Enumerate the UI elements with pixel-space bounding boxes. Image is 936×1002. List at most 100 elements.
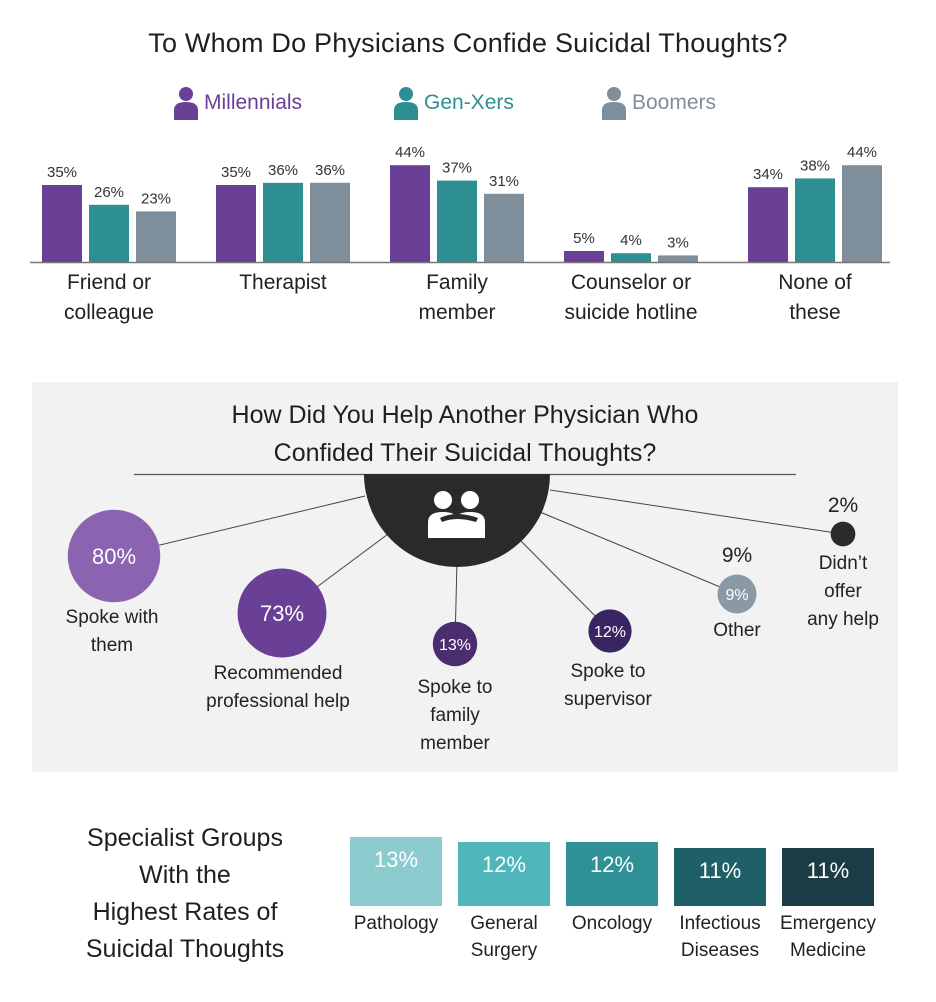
person-icon bbox=[602, 87, 626, 120]
bar-boomers-4 bbox=[842, 165, 882, 262]
bar-value-label: 31% bbox=[489, 173, 519, 190]
specialist-category-label: Infectious Diseases bbox=[660, 910, 780, 964]
bar-value-label: 36% bbox=[268, 162, 298, 179]
person-icon bbox=[394, 87, 418, 120]
bubble-label-line: any help bbox=[807, 609, 879, 630]
category-label-line: suicide hotline bbox=[564, 301, 698, 324]
bar-value-label: 23% bbox=[141, 190, 171, 207]
category-label: Family member bbox=[367, 268, 547, 328]
bar-boomers-1 bbox=[310, 182, 350, 262]
bar-value-label: 35% bbox=[221, 164, 251, 181]
specialist-category-line: Surgery bbox=[470, 940, 538, 961]
legend-label-millennials: Millennials bbox=[204, 91, 303, 114]
specialist-category-line: Oncology bbox=[571, 913, 653, 934]
specialist-category-line: Emergency bbox=[779, 913, 877, 934]
category-label-line: member bbox=[418, 301, 496, 324]
bar-value-label: 35% bbox=[47, 164, 77, 181]
specialist-bar-value: 13% bbox=[373, 847, 419, 873]
bar-gen-xers-3 bbox=[611, 253, 651, 262]
specialist-category-label: Pathology bbox=[336, 910, 456, 937]
specialist-title-line: With the bbox=[139, 861, 231, 889]
bubble-label-line: family bbox=[430, 705, 480, 726]
bubble-label: Didn’t offer any help bbox=[743, 550, 936, 634]
category-label: Counselor or suicide hotline bbox=[541, 268, 721, 328]
bar-boomers-3 bbox=[658, 255, 698, 262]
bar-millennials-2 bbox=[390, 165, 430, 262]
bar-millennials-0 bbox=[42, 185, 82, 262]
person-icon bbox=[174, 87, 198, 120]
bubble-label-line: Other bbox=[713, 620, 761, 641]
confide-bar-chart: 35% 26% 23% 35% 36% 36% 44% 37% 31% 5% 4% 3% 34% 38% 4… bbox=[30, 144, 890, 264]
bubble-label-line: professional help bbox=[206, 691, 350, 712]
bar-value-label: 36% bbox=[315, 162, 345, 179]
bubble-label-line: offer bbox=[824, 581, 862, 602]
specialist-category-line: Pathology bbox=[353, 913, 439, 934]
specialist-category-label: Emergency Medicine bbox=[768, 910, 888, 964]
specialist-bar: 12% bbox=[566, 842, 658, 906]
bar-value-label: 3% bbox=[667, 234, 689, 251]
chart-title-confide: To Whom Do Physicians Confide Suicidal T… bbox=[148, 28, 788, 58]
bar-gen-xers-4 bbox=[795, 178, 835, 262]
specialist-category-label: General Surgery bbox=[444, 910, 564, 964]
specialist-category-line: Diseases bbox=[680, 940, 760, 961]
category-label-line: Counselor or bbox=[570, 271, 692, 294]
bubble-value-label: 2% bbox=[827, 494, 859, 517]
category-label: Friend or colleague bbox=[19, 268, 199, 328]
bar-millennials-3 bbox=[564, 251, 604, 262]
bar-millennials-4 bbox=[748, 187, 788, 262]
bubble-label-line: Didn’t bbox=[818, 553, 868, 574]
bubble-label-line: member bbox=[420, 733, 490, 754]
bubble-label-line: them bbox=[90, 635, 134, 656]
specialist-title-line: Specialist Groups bbox=[87, 824, 283, 852]
bar-millennials-1 bbox=[216, 185, 256, 262]
category-label-line: Friend or bbox=[66, 271, 152, 294]
chart-title-specialist: Specialist Groups With the Highest Rates… bbox=[40, 820, 330, 968]
bar-value-label: 37% bbox=[442, 160, 472, 177]
bubble-label-line: Spoke with bbox=[65, 607, 159, 628]
category-label-line: Therapist bbox=[239, 271, 327, 294]
bar-boomers-2 bbox=[484, 193, 524, 262]
bubble-value-label: 9% bbox=[721, 544, 753, 567]
bubble-label-line: Spoke to bbox=[570, 661, 646, 682]
specialist-bar: 12% bbox=[458, 842, 550, 906]
legend: Millennials Gen-Xers Boomers bbox=[0, 84, 936, 124]
legend-item-genx: Gen-Xers bbox=[392, 86, 514, 120]
specialist-category-line: Infectious bbox=[679, 913, 761, 934]
specialist-bar-value: 12% bbox=[481, 852, 527, 878]
specialist-title-line: Highest Rates of bbox=[92, 898, 278, 926]
legend-label-boomers: Boomers bbox=[632, 91, 717, 114]
bar-value-label: 34% bbox=[753, 166, 783, 183]
help-title-line: How Did You Help Another Physician Who bbox=[231, 401, 699, 429]
bar-value-label: 38% bbox=[800, 157, 830, 174]
bubble-label: Recommended professional help bbox=[178, 660, 378, 716]
specialist-bar-value: 12% bbox=[589, 852, 635, 878]
specialist-category-label: Oncology bbox=[552, 910, 672, 937]
bar-value-label: 4% bbox=[620, 232, 642, 249]
legend-label-genx: Gen-Xers bbox=[424, 91, 514, 114]
bar-value-label: 44% bbox=[847, 144, 877, 161]
bubble-label-line: Spoke to bbox=[417, 677, 493, 698]
category-label-line: these bbox=[789, 301, 841, 324]
bar-value-label: 5% bbox=[573, 230, 595, 247]
bar-gen-xers-0 bbox=[89, 204, 129, 262]
bar-value-label: 44% bbox=[395, 144, 425, 161]
bubble-label: Spoke to supervisor bbox=[508, 658, 708, 714]
category-label-line: None of bbox=[778, 271, 852, 294]
bar-gen-xers-1 bbox=[263, 182, 303, 262]
bubble-label-line: Recommended bbox=[213, 663, 343, 684]
category-label-line: colleague bbox=[64, 301, 154, 324]
bubble-label-line: supervisor bbox=[564, 689, 652, 710]
specialist-bar: 13% bbox=[350, 837, 442, 906]
bubble-label: Spoke to family member bbox=[355, 674, 555, 758]
legend-item-millennials: Millennials bbox=[172, 86, 302, 120]
chart-title-help: How Did You Help Another Physician Who C… bbox=[32, 396, 898, 472]
specialist-category-line: Medicine bbox=[789, 940, 867, 961]
bar-value-label: 26% bbox=[94, 184, 124, 201]
help-title-line: Confided Their Suicidal Thoughts? bbox=[273, 439, 657, 467]
bubble-label: Spoke with them bbox=[12, 604, 212, 660]
specialist-category-line: General bbox=[470, 913, 538, 934]
bubble-label: Other bbox=[637, 617, 837, 645]
specialist-bar: 11% bbox=[674, 847, 766, 906]
specialist-bar-value: 11% bbox=[698, 857, 742, 883]
legend-item-boomers: Boomers bbox=[600, 86, 716, 120]
